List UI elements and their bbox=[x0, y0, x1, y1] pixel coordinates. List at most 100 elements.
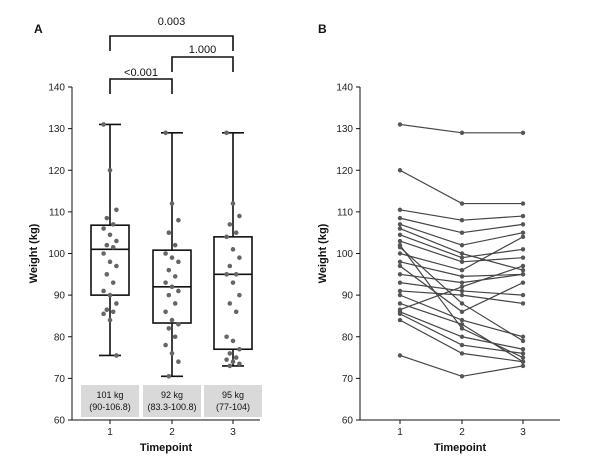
subject-point bbox=[520, 234, 526, 240]
subject-point bbox=[397, 168, 403, 173]
subject-point bbox=[520, 363, 526, 369]
data-point bbox=[114, 207, 119, 213]
data-point bbox=[227, 222, 233, 227]
subject-point bbox=[520, 338, 526, 344]
summary-label-iqr: (83.3-100.8) bbox=[147, 402, 196, 412]
subject-point bbox=[520, 230, 526, 235]
subject-line bbox=[399, 169, 523, 205]
subject-point bbox=[397, 245, 403, 250]
subject-point bbox=[459, 326, 465, 331]
data-point bbox=[114, 263, 119, 269]
data-point bbox=[176, 321, 181, 327]
subject-point bbox=[459, 322, 465, 327]
data-point bbox=[166, 292, 172, 298]
subject-point bbox=[397, 232, 403, 237]
data-point bbox=[176, 259, 181, 265]
subject-point bbox=[459, 334, 465, 339]
data-point bbox=[101, 122, 106, 127]
data-point bbox=[163, 309, 168, 315]
data-point bbox=[107, 292, 113, 298]
data-point bbox=[224, 334, 229, 340]
data-point bbox=[176, 288, 181, 294]
subject-point bbox=[459, 218, 465, 223]
summary-label-median: 95 kg bbox=[222, 390, 244, 400]
data-point bbox=[107, 167, 113, 173]
panel-a-y-axis-label: Weight (kg) bbox=[28, 223, 40, 283]
data-point bbox=[104, 215, 110, 221]
data-point bbox=[114, 238, 119, 244]
panel-a-x-tick-label: 1 bbox=[107, 427, 113, 438]
subject-point bbox=[520, 334, 526, 339]
subject-point bbox=[520, 359, 526, 364]
panel-a-y-tick-label: 100 bbox=[48, 249, 65, 260]
panel-a-y-tick-label: 90 bbox=[54, 291, 66, 302]
subject-point bbox=[520, 201, 526, 206]
data-point bbox=[110, 222, 116, 227]
subject-point bbox=[520, 255, 526, 260]
subject-point bbox=[397, 288, 403, 294]
panel-a-x-tick-label: 2 bbox=[169, 427, 175, 438]
data-point bbox=[107, 317, 113, 323]
data-point bbox=[227, 263, 233, 269]
data-point bbox=[169, 317, 175, 323]
significance-label: 0.003 bbox=[158, 16, 186, 28]
subject-point bbox=[459, 288, 465, 294]
subject-point bbox=[459, 259, 465, 265]
panel-a-y-tick-label: 110 bbox=[49, 207, 65, 218]
panel-a: A 60 70 80 90 100 110 120 130 140 1 2 3 Timepoint Weig… bbox=[28, 16, 262, 454]
subject-point bbox=[459, 242, 465, 248]
subject-point bbox=[397, 251, 403, 256]
significance-bracket bbox=[109, 78, 173, 94]
significance-label: 1.000 bbox=[189, 44, 217, 56]
panel-b-y-tick-label: 110 bbox=[337, 207, 353, 218]
data-point bbox=[166, 326, 172, 331]
subject-point bbox=[520, 272, 526, 277]
data-point bbox=[230, 201, 236, 206]
data-point bbox=[230, 338, 236, 344]
summary-label-iqr: (90-106.8) bbox=[89, 402, 131, 412]
subject-point bbox=[520, 130, 526, 135]
data-point bbox=[230, 359, 236, 365]
panel-b-y-tick-label: 60 bbox=[342, 416, 354, 427]
subject-point bbox=[520, 355, 526, 360]
significance-label: <0.001 bbox=[124, 67, 158, 79]
panel-b-y-axis-label: Weight (kg) bbox=[317, 223, 329, 283]
data-point bbox=[233, 355, 239, 360]
data-point bbox=[110, 280, 116, 285]
panel-a-x-axis-label: Timepoint bbox=[140, 442, 193, 454]
summary-label-box bbox=[204, 385, 262, 417]
subject-point bbox=[520, 267, 526, 273]
data-point bbox=[172, 301, 178, 306]
summary-label-iqr: (77-104) bbox=[216, 402, 250, 412]
data-point bbox=[172, 242, 178, 248]
data-point bbox=[104, 272, 110, 277]
subject-point bbox=[459, 351, 465, 356]
panel-b-y-tick-label: 100 bbox=[336, 249, 353, 260]
data-point bbox=[224, 130, 229, 136]
panel-a-y-tick-label: 140 bbox=[48, 83, 65, 94]
subject-point bbox=[397, 280, 403, 285]
significance-bracket bbox=[109, 35, 234, 51]
panel-b-y-tick-label: 120 bbox=[336, 166, 353, 177]
subject-point bbox=[459, 255, 465, 260]
subject-point bbox=[459, 292, 465, 298]
subject-point bbox=[397, 215, 403, 221]
data-point bbox=[110, 244, 116, 250]
data-point bbox=[163, 251, 168, 256]
subject-point bbox=[520, 263, 526, 269]
subject-point bbox=[520, 222, 526, 227]
data-point bbox=[101, 311, 106, 317]
data-point bbox=[227, 301, 233, 306]
data-point bbox=[227, 351, 233, 356]
summary-label-box bbox=[143, 385, 201, 417]
panel-a-y-tick-label: 130 bbox=[48, 124, 65, 135]
data-point bbox=[166, 230, 172, 235]
subject-point bbox=[397, 317, 403, 323]
panel-a-x-tick-label: 3 bbox=[230, 427, 236, 438]
subject-point bbox=[397, 207, 403, 212]
subject-point bbox=[459, 284, 465, 289]
subject-point bbox=[397, 292, 403, 298]
subject-point bbox=[520, 213, 526, 219]
subject-point bbox=[520, 247, 526, 252]
